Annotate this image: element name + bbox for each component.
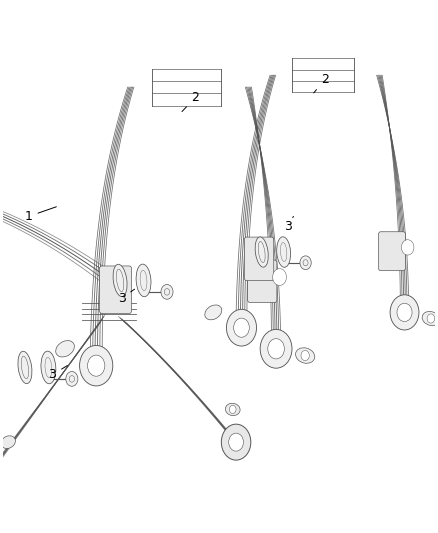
Ellipse shape: [88, 355, 105, 376]
Text: 3: 3: [118, 289, 134, 305]
Ellipse shape: [161, 285, 173, 299]
Ellipse shape: [41, 351, 56, 384]
Ellipse shape: [56, 341, 74, 357]
Ellipse shape: [221, 424, 251, 460]
Ellipse shape: [427, 314, 434, 323]
Text: 2: 2: [182, 91, 199, 111]
Ellipse shape: [272, 269, 286, 286]
Ellipse shape: [296, 348, 315, 364]
Text: 1: 1: [25, 207, 57, 223]
Ellipse shape: [390, 295, 419, 330]
Ellipse shape: [300, 256, 311, 270]
Ellipse shape: [268, 338, 284, 359]
Ellipse shape: [255, 237, 268, 267]
Ellipse shape: [230, 406, 236, 414]
Ellipse shape: [233, 318, 249, 337]
Ellipse shape: [226, 403, 240, 416]
Text: 3: 3: [49, 366, 67, 381]
Ellipse shape: [277, 237, 290, 268]
Ellipse shape: [397, 303, 412, 321]
Ellipse shape: [260, 329, 292, 368]
Ellipse shape: [205, 305, 222, 320]
Ellipse shape: [18, 351, 32, 384]
FancyBboxPatch shape: [99, 266, 131, 313]
Ellipse shape: [401, 240, 414, 255]
FancyBboxPatch shape: [244, 237, 274, 280]
Text: 3: 3: [284, 216, 293, 233]
Text: 2: 2: [314, 73, 329, 93]
FancyBboxPatch shape: [378, 232, 406, 271]
Ellipse shape: [301, 351, 309, 361]
Ellipse shape: [113, 264, 127, 296]
Ellipse shape: [136, 264, 151, 297]
Ellipse shape: [226, 309, 257, 346]
Ellipse shape: [66, 372, 78, 386]
Ellipse shape: [229, 433, 244, 451]
FancyBboxPatch shape: [247, 260, 277, 302]
Ellipse shape: [422, 311, 438, 326]
Ellipse shape: [80, 345, 113, 386]
Ellipse shape: [1, 436, 15, 448]
